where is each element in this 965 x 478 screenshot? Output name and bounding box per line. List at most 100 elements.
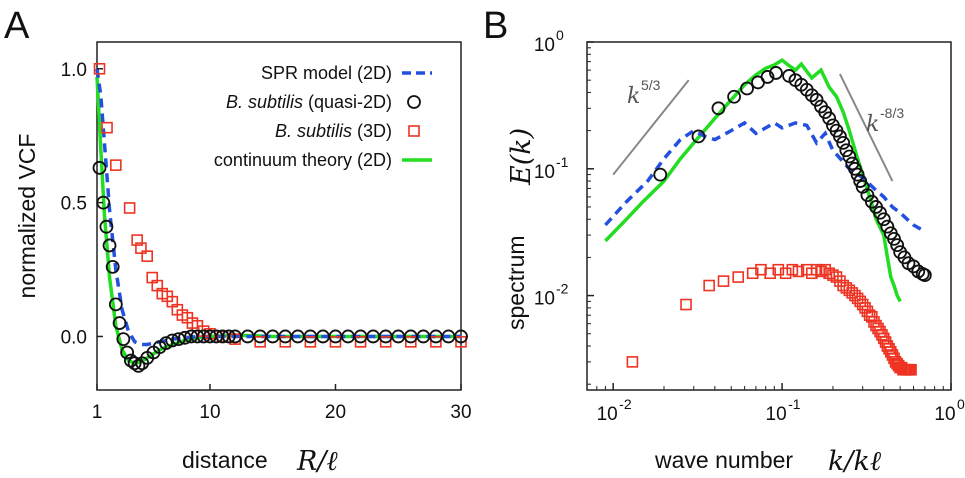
panel-b-bs3d-point [827,269,839,281]
panel-a-quasi2d-point [159,336,173,351]
panel-a-xtick-label: 20 [325,402,346,423]
panel-a-bs3d-point [93,62,106,75]
panel-a-ytick-label: 1.0 [61,60,87,81]
slope-label-minus-8-3: k [866,112,879,137]
legend-rest-bs3d: (3D) [352,121,392,141]
panel-a-xlabel-text: distance [182,447,268,473]
panel-a-bs3d-point [430,336,442,348]
panel-a-bs3d-point [101,121,113,134]
panel-a-quasi2d-point [116,332,131,347]
panel-a-quasi2d-point [108,297,123,312]
panel-b-ylabel-math: E(k) [506,128,537,186]
panel-b-bs3d-point [868,316,880,328]
panel-b-quasi2d-point [711,101,726,116]
panel-a-bs3d-point [279,336,292,348]
panel-b-series [604,57,932,376]
panel-b-quasi2d-point [822,111,837,126]
panel-a-ytick-label: 0.5 [61,194,87,215]
panel-b-ytick-exp: 0 [556,27,564,43]
panel-b-quasi2d-point [890,238,905,253]
panel-b-xlabel-text: wave number [654,447,793,473]
panel-b-quasi2d-point [836,136,851,150]
panel-b-xtick-label: 10 [766,404,787,425]
panel-b-bs3d-point [815,265,827,278]
panel-b-xtick-exp: -1 [788,396,801,412]
panel-b-bs3d-point [779,267,792,280]
panel-b-ticks: 10 -2 10 -1 10 010 -210 -110 0 [534,27,965,425]
panel-letter-a: A [4,5,30,47]
panel-b-quasi2d-point [880,219,895,234]
panel-a-quasi2d-point [221,329,236,344]
panel-letter-b: B [483,5,508,47]
panel-a-legend: SPR model (2D)B. subtilis (quasi-2D)B. s… [214,63,432,170]
panel-a-xlabel-math: R/ℓ [296,446,338,477]
panel-a-bs3d-point [354,336,367,348]
panel-b-bs3d-point [905,363,917,376]
panel-b-xtick-exp: 0 [957,396,965,412]
panel-a-bs3d-point [379,336,392,348]
panel-a-xtick-label: 10 [199,402,220,423]
panel-b-bs3d-point [764,267,776,280]
legend-rest-quasi2d: (quasi-2D) [303,92,392,112]
panel-b-ytick-exp: -2 [556,281,569,297]
panel-b-bs3d-point [772,263,785,276]
panel-a-bs3d-point [404,336,417,348]
panel-a-bs3d-point [123,202,136,214]
panel-b-quasi2d-point [691,129,706,144]
legend-symbol-bs3d [408,125,420,137]
panel-a-ylabel: normalized VCF [14,134,40,299]
panel-a-bs3d-point [254,336,266,348]
panel-b-quasi2d-point [769,66,783,80]
panel-b-quasi2d-point [917,268,932,283]
panel-a-quasi2d-point [92,160,107,175]
panel-b-quasi2d-point [833,129,847,144]
panel-b-ytick-label: 10 [534,35,555,56]
panel-a-quasi2d-point [131,359,146,373]
panel-b-bs3d-point [746,267,759,280]
panel-a-ytick-label: 0.0 [61,327,87,348]
panel-a-bs3d-point [135,242,147,254]
panel-b-bs3d-point [870,319,882,332]
panel-b-quasi2d-point [653,167,668,182]
panel-b-frame [586,41,952,391]
panel-a-quasi2d-point [120,345,135,360]
panel-a-xtick-label: 1 [92,402,103,423]
slope-guide-line-1 [839,73,894,182]
legend-symbol-quasi2d [407,95,421,109]
panel-b-chart: 10 -2 10 -1 10 010 -210 -110 0 k 5/3k -8/3 wave nu… [503,27,965,477]
panel-a-bs3d-point [329,336,342,348]
panel-b-quasi2d-point [839,143,854,158]
panel-b-quasi2d-point [876,212,891,227]
panel-a-bs3d-point [304,336,317,348]
legend-label-bs3d: B. subtilis (3D) [275,121,392,141]
panel-b-bs3d-point [755,263,767,276]
panel-b-bs3d-point [792,265,805,278]
panel-a-chart: 1 10 20 30 0.0 0.5 1.0 SPR model (2D) B. subtil… [14,41,472,477]
panel-a-bs3d-point [216,330,229,343]
panel-b-annotations: k 5/3k -8/3 [612,73,904,182]
panel-a-quasi2d-point [99,219,114,234]
panel-a-xtick-label: 30 [450,402,471,423]
panel-b-xtick-label: 10 [934,404,955,425]
panel-b-bs3d-point [786,263,799,276]
panel-b-ylabel-text: spectrum [503,235,529,330]
panel-a-quasi2d-point [112,316,127,330]
panel-b-xtick-exp: -2 [619,396,632,412]
slope-label-5-3: k [627,84,640,109]
panel-b-spr-line [604,120,926,234]
panel-a-frame [96,41,462,391]
legend-italic-bs3d: B. subtilis [275,121,352,141]
panel-a-quasi2d-point [102,238,117,253]
panel-b-quasi2d-point [850,167,865,182]
panel-b-xlabel-math: k/kℓ [828,446,882,477]
panel-b-quasi2d-point [760,70,775,84]
panel-a-quasi2d-point [165,333,180,348]
panel-a-quasi2d-point [105,259,120,274]
panel-b-bs3d-point [732,271,745,283]
panel-b-ytick-label: 10 [534,289,555,310]
panel-b-bs3d-point [876,329,888,341]
panel-a-quasi2d-point [454,329,468,344]
panel-b-quasi2d-point [804,88,819,103]
legend-label-quasi2d: B. subtilis (quasi-2D) [226,92,392,112]
panel-a-bs3d-point [141,250,154,262]
